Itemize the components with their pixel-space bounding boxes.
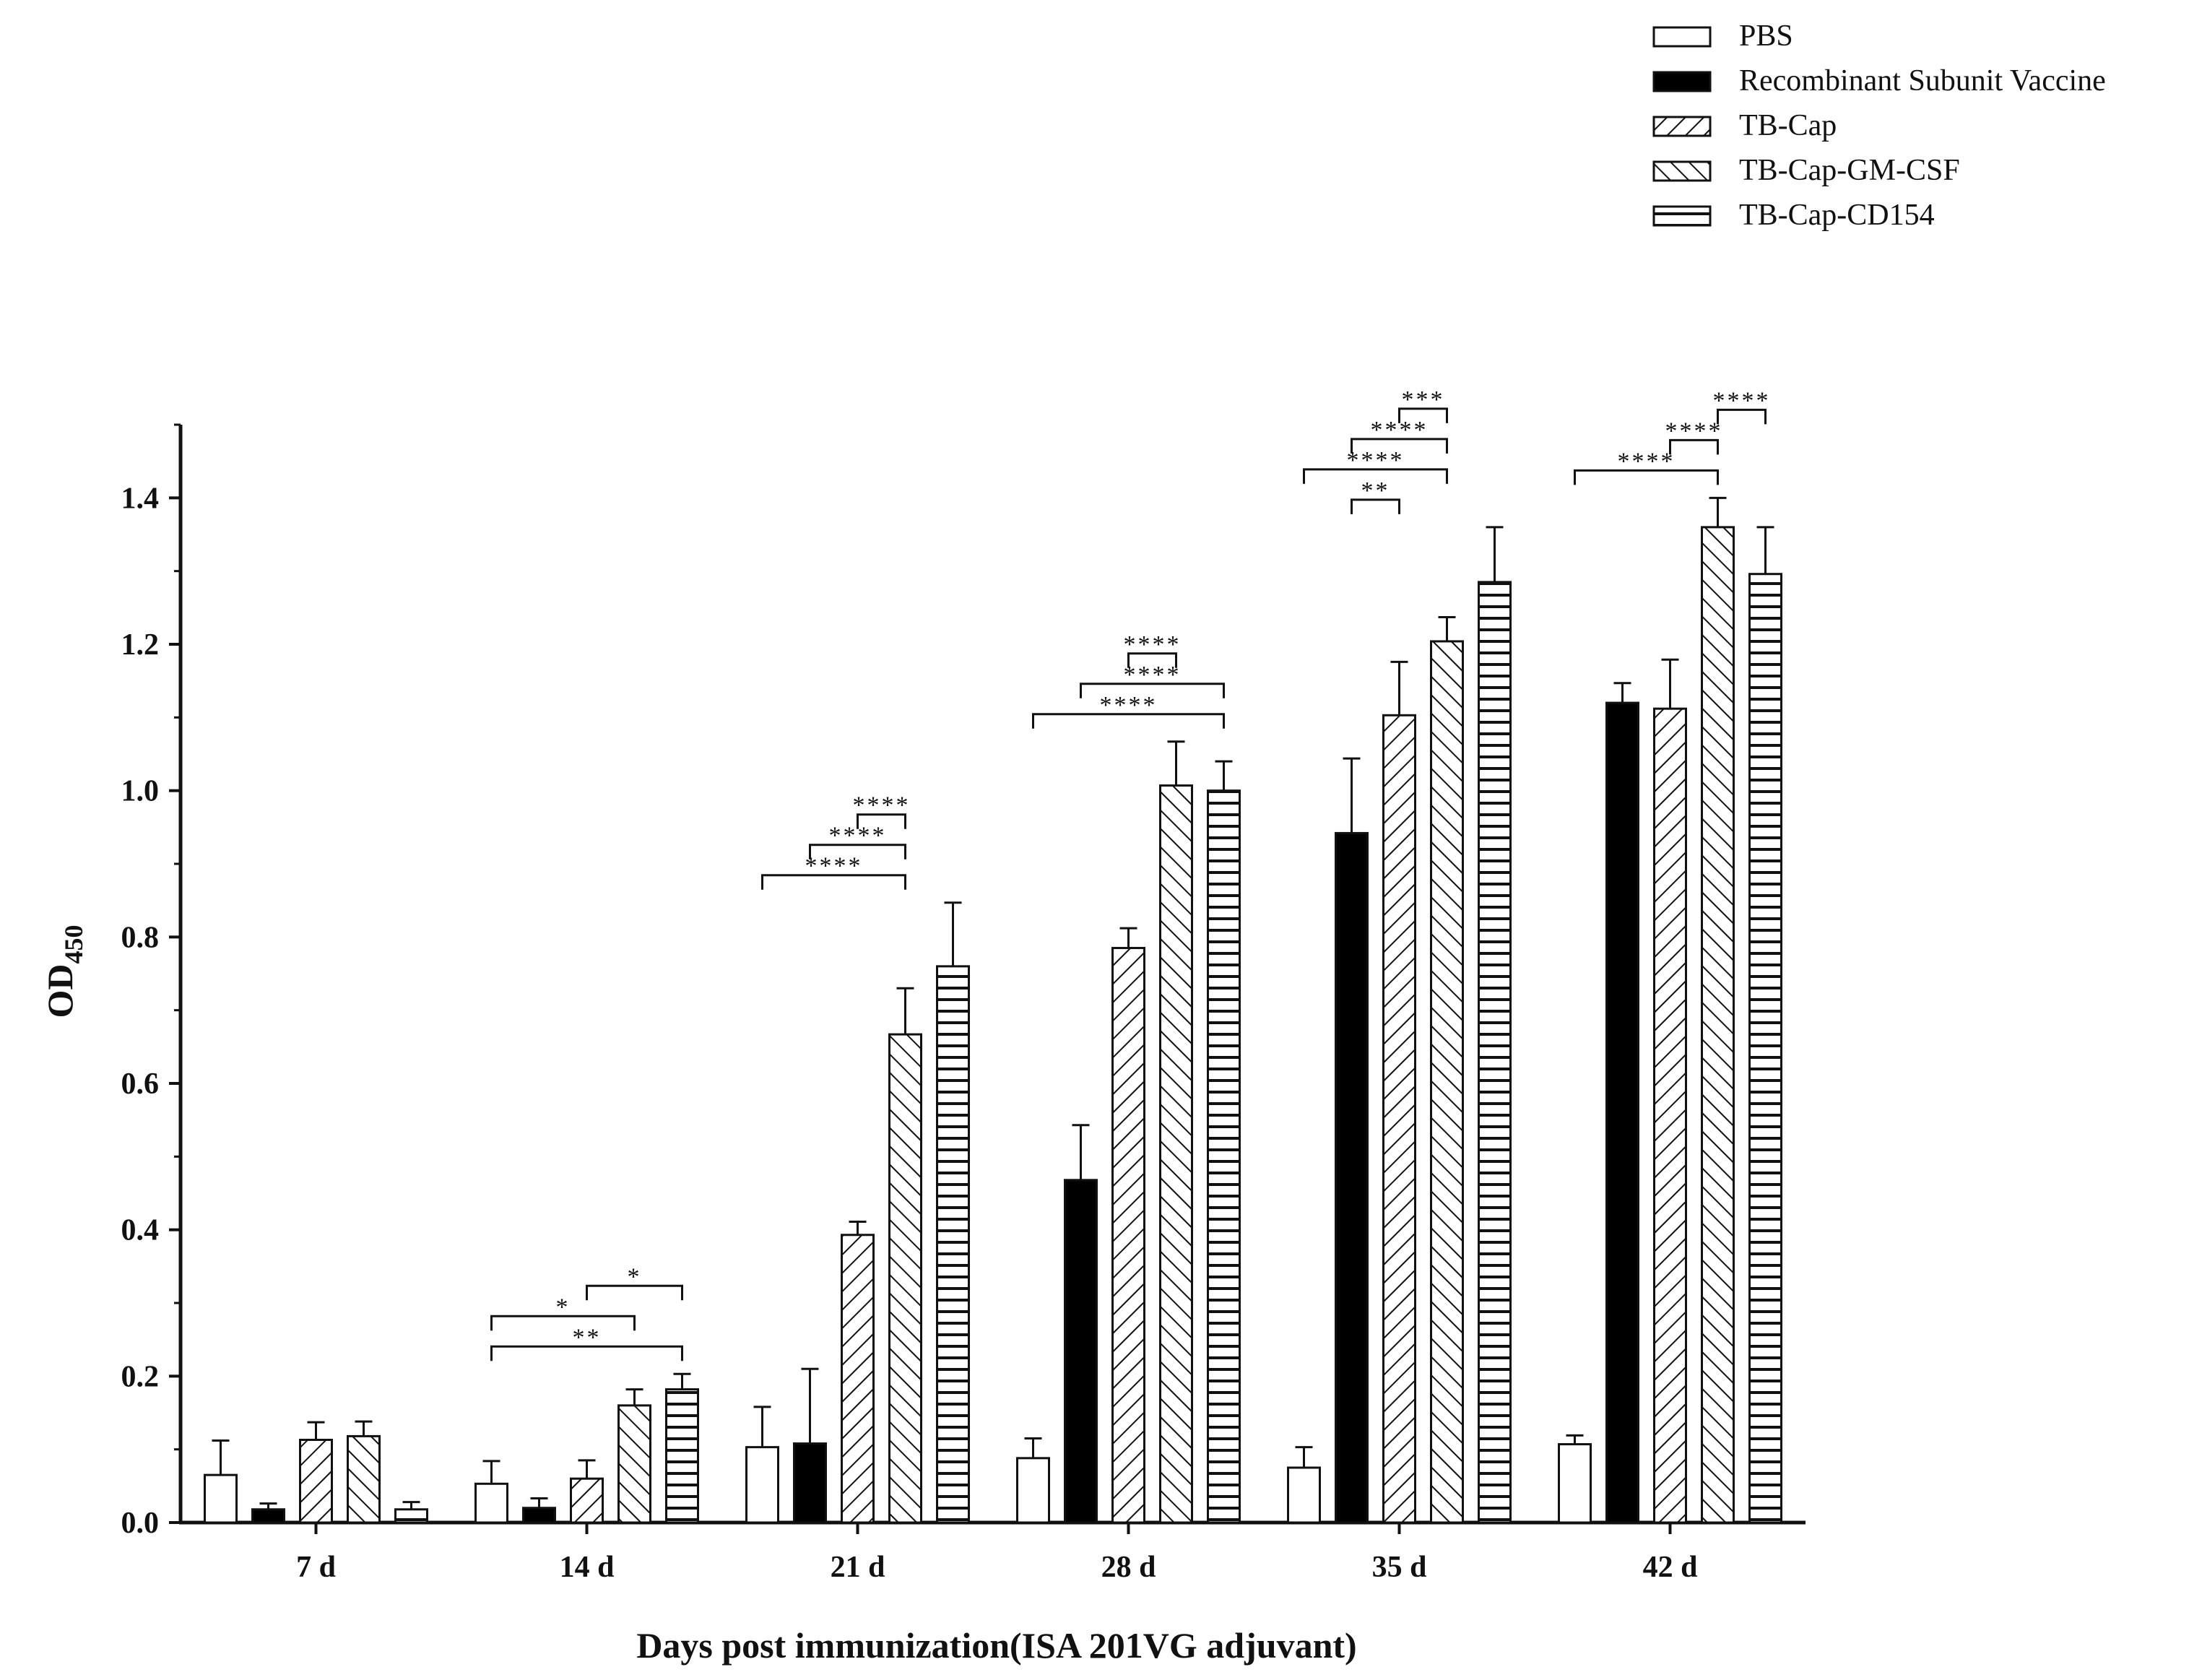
significance-label: * xyxy=(628,1263,642,1290)
legend-label: TB-Cap-CD154 xyxy=(1739,199,1935,232)
significance-bracket xyxy=(490,1345,683,1361)
significance-label: **** xyxy=(1713,387,1771,414)
significance-label: **** xyxy=(805,853,863,880)
bar xyxy=(1064,1179,1098,1524)
y-axis-label: OD450 xyxy=(40,925,88,1018)
bar xyxy=(745,1446,779,1524)
bar xyxy=(1748,573,1782,1524)
bar xyxy=(1430,640,1464,1524)
significance-bracket xyxy=(1351,438,1448,454)
y-tick-label: 0.2 xyxy=(121,1360,160,1393)
bar xyxy=(570,1477,604,1524)
x-tick-label: 28 d xyxy=(1101,1551,1156,1584)
bar xyxy=(1287,1466,1321,1524)
bar xyxy=(1207,789,1241,1524)
legend-swatch xyxy=(1652,71,1712,92)
significance-label: **** xyxy=(1100,692,1158,719)
bar xyxy=(936,965,970,1524)
significance-bracket xyxy=(857,813,906,829)
bar xyxy=(394,1508,428,1524)
bar xyxy=(1701,526,1735,1524)
bar xyxy=(1159,784,1193,1524)
bar xyxy=(204,1473,238,1524)
x-tick-label: 21 d xyxy=(831,1551,885,1584)
significance-label: *** xyxy=(1402,386,1445,413)
bar xyxy=(1382,714,1416,1524)
y-tick-label: 0.4 xyxy=(121,1214,160,1247)
legend-label: TB-Cap xyxy=(1739,109,1837,142)
legend-swatch xyxy=(1652,160,1712,182)
significance-label: ** xyxy=(1361,477,1390,504)
y-tick-label: 1.2 xyxy=(121,628,160,662)
significance-label: **** xyxy=(1665,417,1723,444)
bars xyxy=(204,496,1782,1524)
significance-brackets: ****************************************… xyxy=(490,386,1771,1361)
significance-bracket xyxy=(1574,469,1719,485)
legend-swatch xyxy=(1652,205,1712,227)
bar xyxy=(1478,581,1512,1524)
legend-label: TB-Cap-GM-CSF xyxy=(1739,154,1960,187)
bar xyxy=(347,1434,381,1524)
bar xyxy=(299,1438,333,1524)
significance-label: **** xyxy=(1347,447,1405,474)
bar xyxy=(474,1482,508,1524)
bar xyxy=(841,1234,875,1524)
x-tick-label: 14 d xyxy=(560,1551,615,1584)
y-tick-label: 0.6 xyxy=(121,1068,160,1101)
legend-label: PBS xyxy=(1739,20,1793,53)
significance-bracket xyxy=(761,874,906,890)
bar xyxy=(251,1508,285,1524)
bar xyxy=(1558,1443,1592,1524)
bar xyxy=(1111,947,1145,1524)
significance-bracket xyxy=(1303,468,1448,484)
bar xyxy=(665,1388,699,1524)
y-axis-label-subscript: 450 xyxy=(59,925,88,964)
legend-label: Recombinant Subunit Vaccine xyxy=(1739,64,2106,98)
legend-swatch xyxy=(1652,116,1712,137)
significance-bracket xyxy=(1398,407,1448,423)
significance-label: ** xyxy=(573,1324,602,1351)
significance-bracket xyxy=(1127,652,1177,668)
y-tick-label: 0.0 xyxy=(121,1507,160,1540)
significance-bracket xyxy=(1669,438,1719,455)
bar xyxy=(793,1442,827,1524)
bar xyxy=(888,1033,922,1524)
x-tick-label: 42 d xyxy=(1643,1551,1698,1584)
significance-label: **** xyxy=(853,792,911,819)
significance-bracket xyxy=(809,844,906,860)
significance-bracket xyxy=(1032,713,1225,729)
significance-label: **** xyxy=(1124,662,1182,688)
legend-swatch xyxy=(1652,26,1712,48)
significance-bracket xyxy=(1351,498,1400,514)
significance-bracket xyxy=(1080,683,1225,698)
significance-label: **** xyxy=(1618,448,1676,475)
y-tick-label: 1.0 xyxy=(121,775,160,808)
x-tick-label: 35 d xyxy=(1372,1551,1427,1584)
x-axis-label: Days post immunization(ISA 201VG adjuvan… xyxy=(636,1625,1356,1666)
bar xyxy=(522,1507,556,1524)
x-tick-label: 7 d xyxy=(296,1551,336,1584)
y-axis-ticks: 0.0 0.2 0.4 0.6 0.8 1.0 1.2 1.4 xyxy=(121,423,181,1540)
significance-bracket xyxy=(586,1284,683,1301)
significance-bracket xyxy=(1717,408,1767,425)
legend: PBS Recombinant Subunit Vaccine TB-Cap TB-C… xyxy=(1652,20,2106,232)
significance-bracket xyxy=(490,1315,636,1331)
bar xyxy=(1016,1457,1050,1524)
bar xyxy=(617,1404,651,1524)
y-tick-label: 1.4 xyxy=(121,482,160,515)
bar xyxy=(1335,831,1369,1524)
bar xyxy=(1653,707,1687,1524)
axes xyxy=(178,425,1806,1525)
x-axis-ticks: 7 d 14 d 21 d 28 d 35 d 42 d xyxy=(296,1523,1697,1584)
y-axis-label-main: OD xyxy=(40,964,80,1018)
significance-label: * xyxy=(556,1294,571,1320)
bar xyxy=(1605,701,1639,1524)
y-tick-label: 0.8 xyxy=(121,921,160,954)
significance-label: **** xyxy=(1124,631,1182,658)
